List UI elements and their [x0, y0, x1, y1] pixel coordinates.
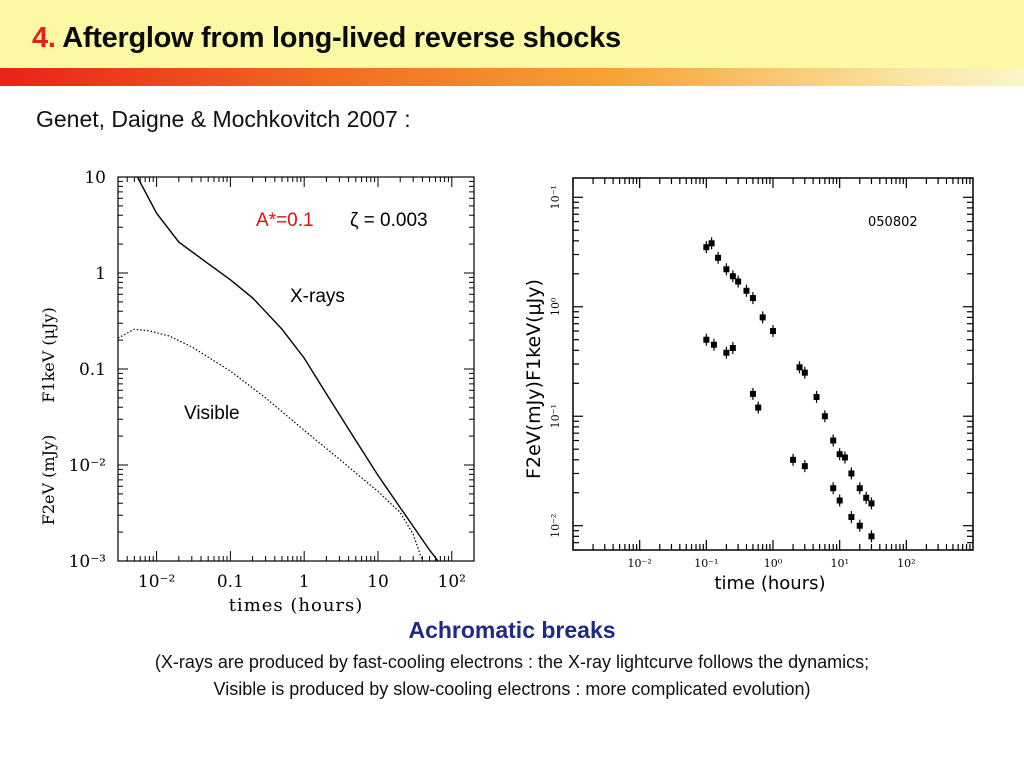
caption-title: Achromatic breaks [408, 617, 616, 643]
right-plot-x-tick-labels: 10⁻² 10⁻¹ 10⁰ 10¹ 10² [628, 557, 916, 570]
x-tick-label: 10 [367, 572, 389, 592]
y-tick-label: 10⁻³ [69, 552, 106, 572]
x-tick-label: 0.1 [217, 572, 244, 592]
left-plot-x-tick-labels: 10⁻² 0.1 1 10 10² [138, 572, 466, 592]
left-plot-curves [117, 176, 439, 562]
data-point-x-rays [848, 470, 855, 477]
y-tick-label: 1 [95, 264, 106, 284]
slide-title: 4. Afterglow from long-lived reverse sho… [32, 22, 621, 55]
x-tick-label: 10⁻² [138, 572, 175, 592]
label-x-rays: X-rays [290, 286, 345, 307]
citation: Genet, Daigne & Mochkovitch 2007 : [36, 106, 411, 132]
data-point-x-rays [868, 500, 875, 507]
data-point-x-rays [759, 314, 766, 321]
data-point-x-rays [841, 454, 848, 461]
data-point-x-rays [863, 494, 870, 501]
data-point-x-rays [735, 278, 742, 285]
left-plot-ylabel-top: F1keV (μJy) [39, 307, 58, 402]
y-tick-label: 10 [84, 168, 106, 188]
x-tick-label: 10¹ [830, 557, 848, 570]
left-plot-ylabel-bottom: F2eV (mJy) [39, 435, 58, 526]
curve-visible [117, 328, 423, 562]
left-plot-frame [117, 176, 475, 562]
y-tick-label: 10⁰ [549, 297, 562, 316]
title-banner [0, 0, 1024, 68]
data-point-x-rays [770, 328, 776, 335]
left-plot-ticks [117, 176, 475, 562]
data-point-visible [749, 390, 756, 397]
data-point-visible [848, 514, 855, 521]
data-point-x-rays [715, 254, 722, 261]
data-point-visible [856, 522, 863, 529]
data-point-x-rays [723, 266, 730, 273]
right-plot-ylabel-bottom: F2eV(mJy) [523, 381, 545, 479]
y-tick-label: 10⁻² [549, 514, 562, 538]
data-point-visible [710, 341, 717, 348]
right-plot-grb-id: 050802 [868, 215, 918, 230]
data-point-x-rays [708, 240, 715, 247]
slide-title-text: Afterglow from long-lived reverse shocks [62, 22, 621, 54]
x-tick-label: 10² [897, 557, 915, 570]
caption-line-1: (X-rays are produced by fast-cooling ele… [154, 652, 870, 672]
slide-title-number: 4. [32, 22, 56, 54]
left-plot-xlabel: times (hours) [229, 595, 364, 616]
x-tick-label: 10² [438, 572, 466, 592]
right-plot-y-tick-labels: 10⁻¹ 10⁰ 10⁻¹ 10⁻² [549, 185, 562, 538]
title-gradient-bar [0, 68, 1024, 86]
y-tick-label: 10⁻² [69, 456, 106, 476]
data-point-x-rays [796, 364, 803, 371]
left-plot-y-tick-labels: 10 1 0.1 10⁻² 10⁻³ [69, 168, 106, 572]
data-point-x-rays [856, 485, 863, 492]
left-lightcurve-plot: 10 1 0.1 10⁻² 10⁻³ 10⁻² 0.1 1 10 10² times (hour… [39, 168, 475, 616]
data-point-visible [723, 349, 730, 356]
right-plot-frame [572, 177, 974, 551]
x-tick-label: 1 [299, 572, 310, 592]
x-tick-label: 10⁻² [628, 557, 652, 570]
data-point-visible [801, 463, 808, 470]
right-plot-ticks [572, 178, 973, 551]
caption-line-2: Visible is produced by slow-cooling elec… [213, 679, 811, 699]
data-point-x-rays [743, 287, 750, 294]
data-point-x-rays [821, 413, 828, 420]
x-tick-label: 10⁰ [764, 557, 783, 570]
annotation-zeta: ζ = 0.003 [350, 210, 428, 231]
right-plot-points [703, 237, 875, 543]
data-point-visible [790, 456, 797, 463]
label-visible: Visible [184, 403, 240, 424]
data-point-visible [703, 336, 710, 343]
data-point-x-rays [830, 437, 837, 444]
data-point-x-rays [749, 295, 756, 302]
data-point-visible [830, 485, 837, 492]
x-tick-label: 10⁻¹ [694, 557, 718, 570]
data-point-visible [836, 497, 843, 504]
data-point-x-rays [703, 244, 710, 251]
y-tick-label: 10⁻¹ [549, 185, 562, 209]
data-point-visible [755, 404, 762, 411]
right-plot-ylabel-top: F1keV(μJy) [523, 279, 545, 381]
curve-x-rays [136, 176, 439, 562]
data-point-x-rays [801, 369, 808, 376]
data-point-visible [868, 533, 875, 540]
y-tick-label: 0.1 [79, 360, 106, 380]
data-point-x-rays [813, 393, 820, 400]
data-point-visible [729, 345, 736, 352]
annotation-a-star: A*=0.1 [256, 210, 314, 231]
data-point-x-rays [729, 273, 736, 280]
right-plot-xlabel: time (hours) [714, 573, 825, 594]
right-observed-lightcurve-plot: 10⁻¹ 10⁰ 10⁻¹ 10⁻² 10⁻² 10⁻¹ 10⁰ 10¹ 10² time (… [523, 177, 974, 594]
y-tick-label: 10⁻¹ [549, 404, 562, 428]
data-point-x-rays [836, 451, 843, 458]
